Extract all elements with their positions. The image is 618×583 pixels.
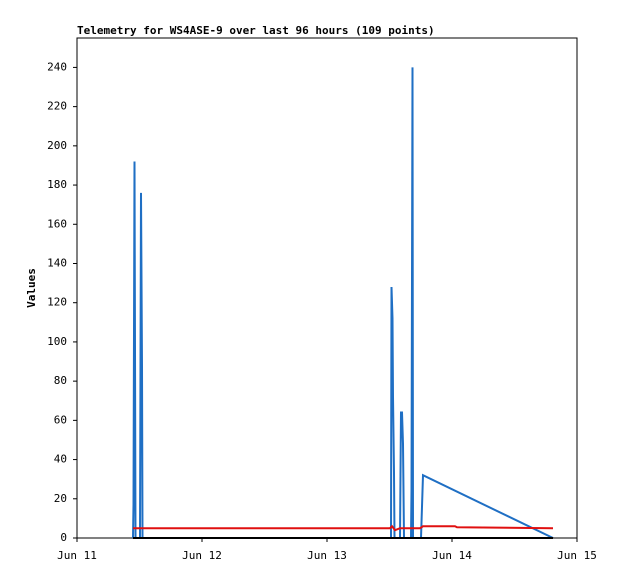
- y-tick-label: 220: [47, 100, 67, 113]
- x-tick-label: Jun 14: [432, 549, 472, 562]
- y-tick-label: 240: [47, 60, 67, 73]
- y-tick-label: 140: [47, 256, 67, 269]
- x-tick-label: Jun 15: [557, 549, 597, 562]
- y-tick-label: 180: [47, 178, 67, 191]
- y-tick-label: 20: [54, 492, 67, 505]
- y-tick-label: 100: [47, 335, 67, 348]
- y-tick-label: 0: [60, 531, 67, 544]
- y-axis-label: Values: [25, 268, 38, 308]
- x-tick-label: Jun 12: [182, 549, 222, 562]
- y-tick-label: 60: [54, 413, 67, 426]
- y-tick-label: 160: [47, 217, 67, 230]
- y-tick-label: 120: [47, 296, 67, 309]
- series-line: [133, 524, 554, 532]
- y-tick-label: 200: [47, 139, 67, 152]
- y-tick-label: 40: [54, 453, 67, 466]
- x-tick-label: Jun 11: [57, 549, 97, 562]
- y-tick-label: 80: [54, 374, 67, 387]
- chart-title: Telemetry for WS4ASE-9 over last 96 hour…: [77, 24, 435, 37]
- x-tick-label: Jun 13: [307, 549, 347, 562]
